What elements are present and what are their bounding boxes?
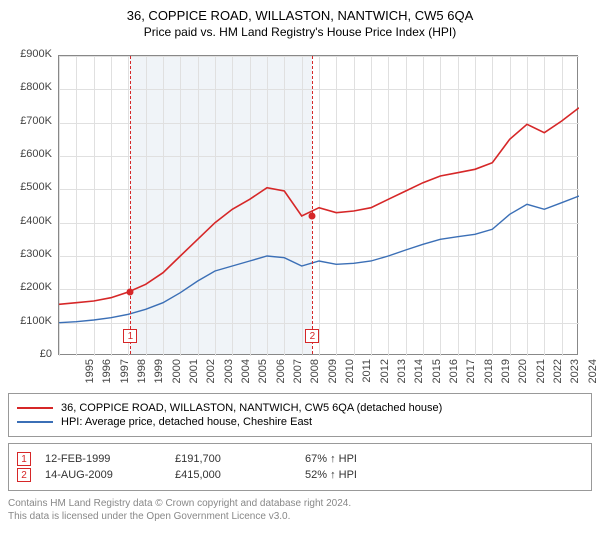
legend-label: HPI: Average price, detached house, Ches… xyxy=(61,416,312,428)
legend-item: HPI: Average price, detached house, Ches… xyxy=(17,416,583,428)
x-axis-label: 2006 xyxy=(275,359,287,389)
y-axis-label: £600K xyxy=(8,148,52,160)
sale-row: 1 12-FEB-1999£191,70067% ↑ HPI xyxy=(17,452,583,466)
x-axis-label: 1995 xyxy=(84,359,96,389)
x-axis-label: 2001 xyxy=(188,359,200,389)
sale-marker: 2 xyxy=(17,468,31,482)
legend-swatch xyxy=(17,407,53,409)
x-axis-label: 2020 xyxy=(517,359,529,389)
series-property xyxy=(59,108,579,305)
x-axis-label: 2008 xyxy=(309,359,321,389)
marker-box: 1 xyxy=(123,329,137,343)
legend-label: 36, COPPICE ROAD, WILLASTON, NANTWICH, C… xyxy=(61,402,442,414)
y-axis-label: £800K xyxy=(8,81,52,93)
x-axis-label: 2004 xyxy=(240,359,252,389)
sale-date: 14-AUG-2009 xyxy=(45,469,175,481)
legend-item: 36, COPPICE ROAD, WILLASTON, NANTWICH, C… xyxy=(17,402,583,414)
y-axis-label: £200K xyxy=(8,281,52,293)
marker-vertical-line xyxy=(130,56,131,354)
sales-table: 1 12-FEB-1999£191,70067% ↑ HPI 2 14-AUG-200… xyxy=(8,443,592,491)
y-axis-label: £400K xyxy=(8,215,52,227)
x-axis-label: 2017 xyxy=(465,359,477,389)
marker-box: 2 xyxy=(305,329,319,343)
y-axis-label: £100K xyxy=(8,315,52,327)
x-axis-label: 2018 xyxy=(483,359,495,389)
x-axis-label: 1996 xyxy=(101,359,113,389)
legend: 36, COPPICE ROAD, WILLASTON, NANTWICH, C… xyxy=(8,393,592,437)
x-axis-label: 2000 xyxy=(171,359,183,389)
x-axis-label: 2002 xyxy=(205,359,217,389)
x-axis-label: 2013 xyxy=(396,359,408,389)
marker-vertical-line xyxy=(312,56,313,354)
x-axis-label: 2015 xyxy=(431,359,443,389)
x-axis-label: 2011 xyxy=(361,359,373,389)
chart-lines xyxy=(59,56,579,356)
x-axis-label: 2024 xyxy=(587,359,599,389)
x-axis-label: 2010 xyxy=(344,359,356,389)
sale-price: £415,000 xyxy=(175,469,305,481)
x-axis-label: 2023 xyxy=(569,359,581,389)
x-axis-label: 2022 xyxy=(552,359,564,389)
x-axis-label: 2003 xyxy=(223,359,235,389)
x-axis-label: 2016 xyxy=(448,359,460,389)
sale-marker: 1 xyxy=(17,452,31,466)
x-axis-label: 2009 xyxy=(327,359,339,389)
x-axis-label: 1998 xyxy=(136,359,148,389)
chart-title: 36, COPPICE ROAD, WILLASTON, NANTWICH, C… xyxy=(8,8,592,23)
x-axis-label: 1997 xyxy=(119,359,131,389)
chart-subtitle: Price paid vs. HM Land Registry's House … xyxy=(8,25,592,39)
series-hpi xyxy=(59,196,579,323)
x-axis-label: 2005 xyxy=(257,359,269,389)
x-axis-label: 2021 xyxy=(535,359,547,389)
footnote-line-1: Contains HM Land Registry data © Crown c… xyxy=(8,497,592,510)
sale-ratio: 52% ↑ HPI xyxy=(305,469,435,481)
y-axis-label: £900K xyxy=(8,48,52,60)
x-axis-label: 2007 xyxy=(292,359,304,389)
footnote-line-2: This data is licensed under the Open Gov… xyxy=(8,510,592,523)
x-axis-label: 2012 xyxy=(379,359,391,389)
sale-price: £191,700 xyxy=(175,453,305,465)
sale-row: 2 14-AUG-2009£415,00052% ↑ HPI xyxy=(17,468,583,482)
plot-area: 12 xyxy=(58,55,578,355)
y-axis-label: £0 xyxy=(8,348,52,360)
y-axis-label: £700K xyxy=(8,115,52,127)
y-axis-label: £300K xyxy=(8,248,52,260)
sale-date: 12-FEB-1999 xyxy=(45,453,175,465)
x-axis-label: 1999 xyxy=(153,359,165,389)
x-axis-label: 2019 xyxy=(500,359,512,389)
x-axis-label: 2014 xyxy=(413,359,425,389)
chart-container: 12 £0£100K£200K£300K£400K£500K£600K£700K… xyxy=(8,47,592,387)
sale-ratio: 67% ↑ HPI xyxy=(305,453,435,465)
footnote: Contains HM Land Registry data © Crown c… xyxy=(8,497,592,523)
legend-swatch xyxy=(17,421,53,423)
y-axis-label: £500K xyxy=(8,181,52,193)
